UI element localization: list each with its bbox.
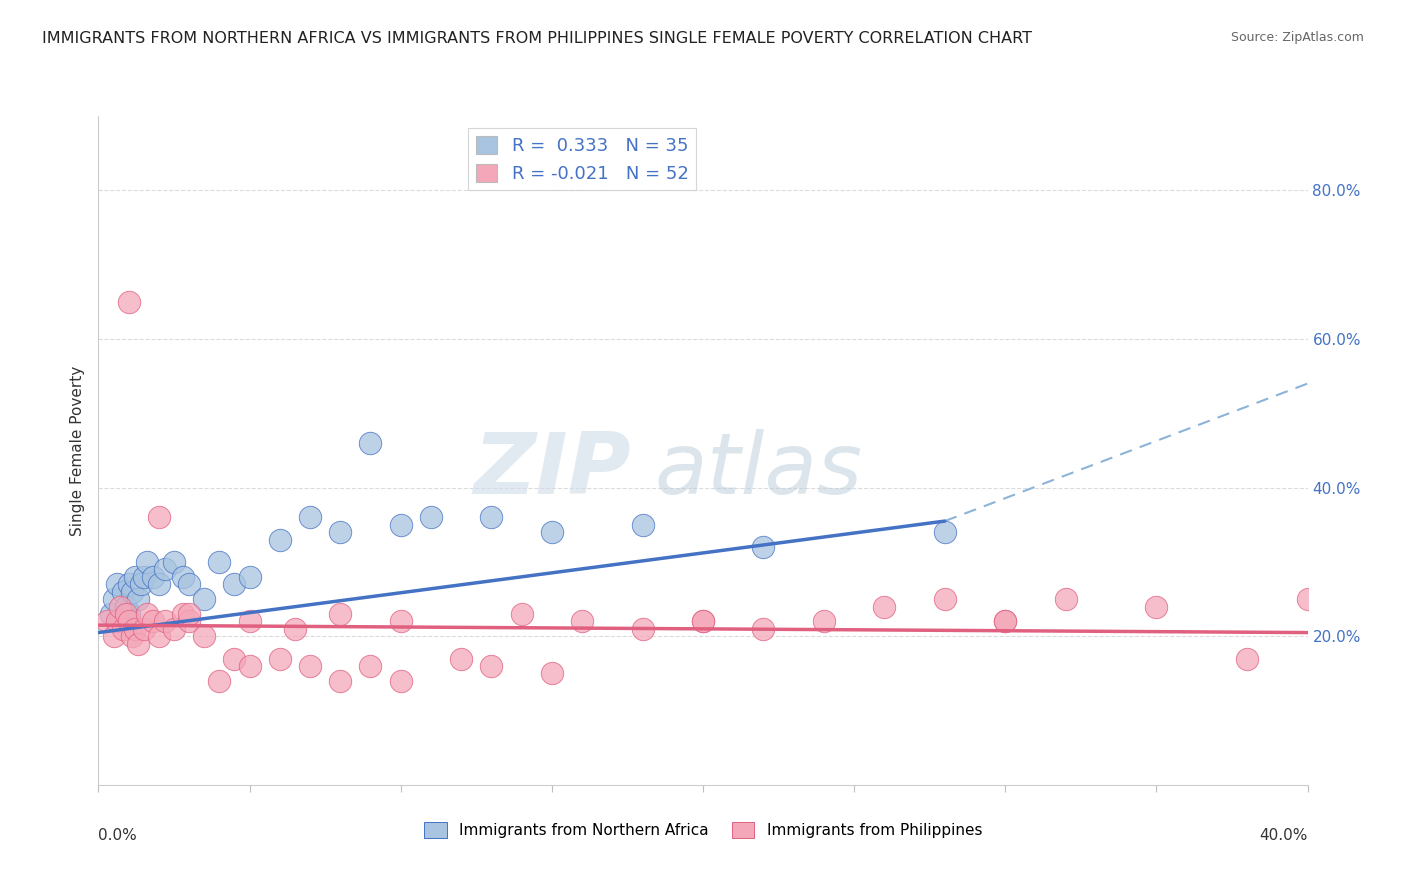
Point xyxy=(239,570,262,584)
Y-axis label: Single Female Poverty: Single Female Poverty xyxy=(69,366,84,535)
Point xyxy=(118,294,141,309)
Point xyxy=(873,599,896,614)
Point xyxy=(813,615,835,629)
Point xyxy=(96,615,118,629)
Point xyxy=(193,629,215,643)
Point xyxy=(540,666,562,681)
Point xyxy=(389,615,412,629)
Point xyxy=(108,615,131,629)
Point xyxy=(934,592,956,607)
Point xyxy=(163,555,186,569)
Point xyxy=(692,615,714,629)
Point xyxy=(360,659,382,673)
Point xyxy=(153,562,176,576)
Point xyxy=(239,615,262,629)
Point xyxy=(481,510,503,524)
Point xyxy=(1144,599,1167,614)
Point xyxy=(752,540,775,554)
Point xyxy=(208,555,231,569)
Point xyxy=(118,615,141,629)
Point xyxy=(142,570,165,584)
Text: ZIP: ZIP xyxy=(472,429,630,512)
Point xyxy=(299,659,322,673)
Point xyxy=(148,510,170,524)
Point xyxy=(329,525,352,540)
Point xyxy=(129,577,152,591)
Point xyxy=(389,517,412,532)
Point xyxy=(148,629,170,643)
Point xyxy=(118,607,141,621)
Point xyxy=(450,651,472,665)
Point xyxy=(193,592,215,607)
Point xyxy=(142,615,165,629)
Point xyxy=(179,577,201,591)
Legend: R =  0.333   N = 35, R = -0.021   N = 52: R = 0.333 N = 35, R = -0.021 N = 52 xyxy=(468,128,696,191)
Point xyxy=(360,436,382,450)
Point xyxy=(118,577,141,591)
Point xyxy=(163,622,186,636)
Point xyxy=(692,615,714,629)
Point xyxy=(132,622,155,636)
Point xyxy=(481,659,503,673)
Point xyxy=(100,607,122,621)
Point xyxy=(299,510,322,524)
Point xyxy=(103,592,125,607)
Point xyxy=(179,615,201,629)
Point xyxy=(1296,592,1319,607)
Point xyxy=(420,510,443,524)
Point xyxy=(329,607,352,621)
Point xyxy=(571,615,593,629)
Point xyxy=(124,622,146,636)
Text: Source: ZipAtlas.com: Source: ZipAtlas.com xyxy=(1230,31,1364,45)
Text: 0.0%: 0.0% xyxy=(98,829,138,844)
Point xyxy=(114,599,136,614)
Point xyxy=(135,607,157,621)
Point xyxy=(224,651,246,665)
Point xyxy=(631,517,654,532)
Point xyxy=(208,673,231,688)
Point xyxy=(127,592,149,607)
Point xyxy=(124,570,146,584)
Point xyxy=(148,577,170,591)
Point xyxy=(1236,651,1258,665)
Point xyxy=(105,615,128,629)
Point xyxy=(153,615,176,629)
Point xyxy=(752,622,775,636)
Point xyxy=(105,577,128,591)
Point xyxy=(121,584,143,599)
Point xyxy=(132,570,155,584)
Point xyxy=(284,622,307,636)
Point xyxy=(329,673,352,688)
Point xyxy=(239,659,262,673)
Point xyxy=(389,673,412,688)
Point xyxy=(103,629,125,643)
Point xyxy=(269,651,291,665)
Point xyxy=(114,607,136,621)
Point xyxy=(172,607,194,621)
Point xyxy=(111,584,134,599)
Point xyxy=(540,525,562,540)
Point xyxy=(631,622,654,636)
Point xyxy=(224,577,246,591)
Point xyxy=(994,615,1017,629)
Point xyxy=(127,637,149,651)
Point xyxy=(121,629,143,643)
Point xyxy=(172,570,194,584)
Text: 40.0%: 40.0% xyxy=(1260,829,1308,844)
Point xyxy=(108,599,131,614)
Point xyxy=(994,615,1017,629)
Point xyxy=(934,525,956,540)
Text: atlas: atlas xyxy=(655,429,863,512)
Point xyxy=(135,555,157,569)
Point xyxy=(269,533,291,547)
Point xyxy=(510,607,533,621)
Text: IMMIGRANTS FROM NORTHERN AFRICA VS IMMIGRANTS FROM PHILIPPINES SINGLE FEMALE POV: IMMIGRANTS FROM NORTHERN AFRICA VS IMMIG… xyxy=(42,31,1032,46)
Point xyxy=(111,622,134,636)
Point xyxy=(179,607,201,621)
Point xyxy=(1054,592,1077,607)
